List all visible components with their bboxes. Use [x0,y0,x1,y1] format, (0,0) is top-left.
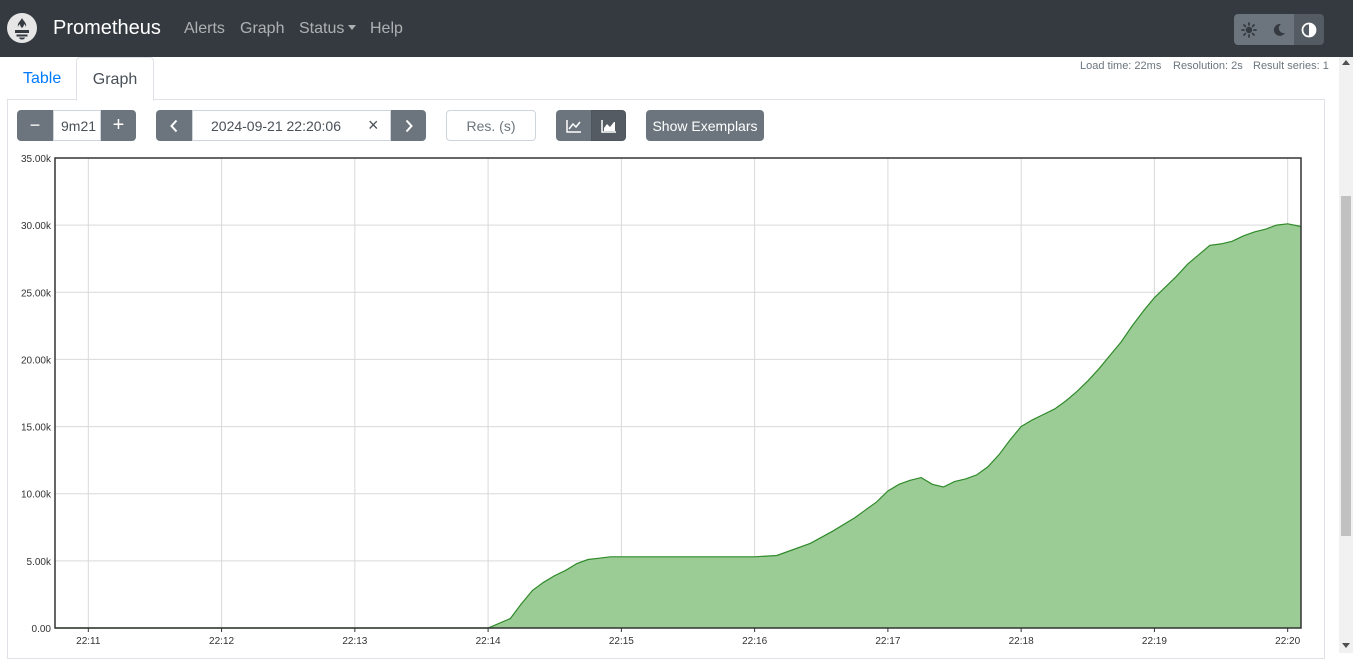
nav-graph[interactable]: Graph [240,20,285,37]
x-tick-label: 22:18 [1009,636,1034,647]
nav-help[interactable]: Help [370,20,403,37]
x-tick-label: 22:11 [76,636,101,647]
x-tick-label: 22:20 [1275,636,1300,647]
show-exemplars-button[interactable]: Show Exemplars [646,110,764,141]
y-tick-label: 0.00 [32,624,52,635]
y-tick-label: 25.00k [21,288,52,299]
dark-theme-button[interactable] [1264,14,1294,45]
end-time-input[interactable]: 2024-09-21 22:20:06 × [192,110,391,141]
y-tick-label: 35.00k [21,154,52,165]
scroll-down-arrow-icon[interactable] [1342,643,1350,648]
tab-graph[interactable]: Graph [76,57,154,101]
previous-time-button[interactable] [156,110,192,141]
half-circle-icon [1301,22,1317,37]
nav-status[interactable]: Status [299,20,357,38]
y-tick-label: 30.00k [21,221,52,232]
browser-default-theme-button[interactable] [1294,14,1324,45]
next-time-button[interactable] [391,110,426,141]
scrollbar-thumb[interactable] [1341,196,1351,536]
plus-icon: + [112,114,125,136]
area-chart-icon [600,119,616,133]
load-time: Load time: 22ms [1080,60,1162,72]
caret-down-icon [348,25,357,30]
brand-title[interactable]: Prometheus [53,17,161,39]
increase-range-button[interactable]: + [101,110,136,141]
tab-table[interactable]: Table [23,70,62,87]
minus-icon: − [29,115,41,135]
clear-time-icon[interactable]: × [368,115,379,135]
prometheus-logo-icon[interactable] [7,13,37,43]
stacked-mode-button[interactable] [591,110,626,141]
y-tick-label: 15.00k [21,423,52,434]
sun-icon [1241,21,1257,38]
nav-status-label: Status [299,20,345,37]
series-line [55,223,1302,629]
chevron-left-icon [170,119,178,132]
resolution-info: Resolution: 2s [1173,60,1243,72]
x-tick-label: 22:16 [742,636,767,647]
plot-frame [54,157,1302,629]
y-tick-label: 10.00k [21,490,52,501]
scroll-up-arrow-icon[interactable] [1342,60,1350,65]
nav-alerts[interactable]: Alerts [184,20,225,37]
panel-tabs: Table Graph [7,57,1325,101]
line-chart-icon [565,119,581,133]
x-tick-label: 22:17 [875,636,900,647]
x-tick-label: 22:14 [476,636,501,647]
moon-icon [1273,23,1285,36]
light-theme-button[interactable] [1234,14,1264,45]
y-tick-label: 20.00k [21,355,52,366]
series-area [55,223,1301,629]
x-tick-label: 22:19 [1142,636,1167,647]
resolution-input[interactable]: Res. (s) [446,110,536,141]
x-tick-label: 22:13 [342,636,367,647]
range-input[interactable]: 9m21 [53,110,101,141]
end-time-value: 2024-09-21 22:20:06 [211,117,341,134]
decrease-range-button[interactable]: − [17,110,53,141]
y-tick-label: 5.00k [27,557,52,568]
x-tick-label: 22:15 [609,636,634,647]
navbar: Prometheus Alerts Graph Status Help [0,0,1353,57]
result-series-count: Result series: 1 [1253,60,1329,72]
theme-toggle-group [1234,14,1324,45]
graph-chart[interactable]: 0.00 5.00k 10.00k 15.00k 20.00k 25.00k 30.00k 3… [0,150,1320,653]
unstacked-mode-button[interactable] [556,110,591,141]
x-tick-label: 22:12 [209,636,234,647]
chevron-right-icon [405,119,413,132]
